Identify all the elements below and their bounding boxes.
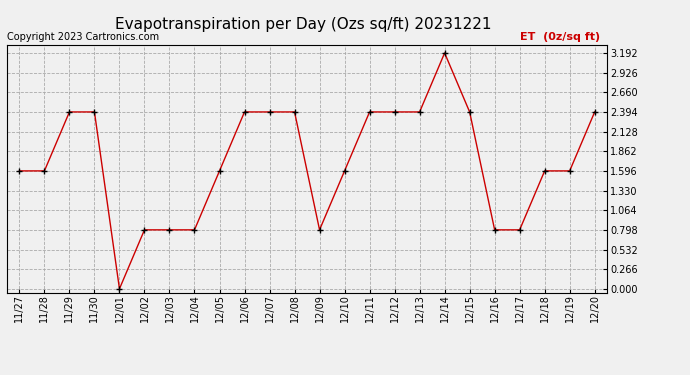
Text: Copyright 2023 Cartronics.com: Copyright 2023 Cartronics.com — [7, 32, 159, 42]
Text: ET  (0z/sq ft): ET (0z/sq ft) — [520, 32, 600, 42]
Text: Evapotranspiration per Day (Ozs sq/ft) 20231221: Evapotranspiration per Day (Ozs sq/ft) 2… — [115, 17, 492, 32]
